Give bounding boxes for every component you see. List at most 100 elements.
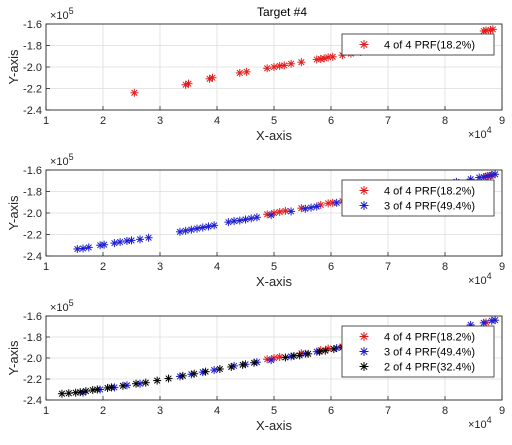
- marker-stroke: [239, 361, 246, 368]
- marker-stroke: [132, 380, 140, 387]
- legend-marker: [359, 332, 369, 341]
- marker-stroke: [330, 345, 338, 353]
- marker-stroke: [360, 362, 368, 371]
- legend-marker: [359, 362, 369, 371]
- data-point: [64, 389, 73, 398]
- marker-stroke: [188, 226, 195, 233]
- data-point: [210, 366, 219, 375]
- data-point: [482, 26, 491, 35]
- data-point: [73, 245, 82, 254]
- x-tick-label: 3: [157, 115, 163, 127]
- marker-stroke: [100, 241, 108, 248]
- marker-stroke: [225, 218, 232, 226]
- marker-stroke: [302, 205, 309, 212]
- chart-title: Target #4: [257, 5, 307, 19]
- marker-stroke: [480, 319, 487, 326]
- data-point: [287, 207, 296, 216]
- marker-stroke: [165, 375, 172, 382]
- legend-marker: [359, 40, 369, 49]
- data-point: [127, 236, 136, 245]
- legend: 4 of 4 PRF(18.2%): [341, 33, 495, 56]
- x-tick-label: 4: [214, 261, 220, 273]
- marker-stroke: [492, 317, 499, 324]
- marker-stroke: [253, 214, 261, 221]
- marker-stroke: [85, 244, 92, 251]
- data-point: [281, 353, 290, 362]
- x-tick-label: 7: [385, 405, 391, 417]
- marker-stroke: [236, 69, 243, 77]
- marker-stroke: [298, 59, 305, 66]
- data-point: [144, 233, 153, 242]
- data-point: [116, 238, 125, 247]
- subplot-3: 1 2 3 4 5 6 7 8 9 -1.6 -1.8 -2.0 -2.2 -2.4 ×105 ×104 X-a…: [6, 298, 505, 433]
- data-point: [136, 235, 145, 244]
- marker-stroke: [228, 363, 235, 371]
- data-point: [178, 371, 187, 380]
- marker-stroke: [193, 225, 201, 232]
- legend-label: 3 of 4 PRF(49.4%): [384, 201, 475, 213]
- data-point: [487, 316, 496, 325]
- y-axis-label: Y-axis: [6, 340, 21, 375]
- data-point: [289, 351, 298, 360]
- data-point: [252, 213, 261, 222]
- marker-stroke: [248, 215, 255, 222]
- data-point: [304, 349, 313, 358]
- series-blue: [73, 170, 500, 254]
- data-point: [208, 73, 217, 82]
- data-point: [488, 25, 497, 34]
- y-tick-label: -2.0: [23, 62, 42, 74]
- marker-stroke: [202, 368, 209, 375]
- x-tick-label: 3: [157, 261, 163, 273]
- data-point: [332, 198, 341, 207]
- marker-stroke: [142, 379, 149, 386]
- marker-stroke: [360, 332, 368, 341]
- marker-stroke: [108, 384, 115, 391]
- data-point: [201, 367, 210, 376]
- data-point: [483, 171, 492, 180]
- marker-stroke: [290, 352, 298, 360]
- marker-stroke: [72, 389, 79, 396]
- data-point: [250, 358, 259, 367]
- data-point: [198, 223, 207, 232]
- marker-stroke: [360, 40, 368, 49]
- data-point: [84, 243, 93, 252]
- marker-stroke: [250, 359, 258, 366]
- data-point: [81, 387, 90, 396]
- marker-stroke: [307, 204, 315, 211]
- data-point: [100, 240, 109, 249]
- data-point: [295, 351, 304, 360]
- marker-stroke: [276, 353, 283, 361]
- y-exponent-label: ×105: [50, 298, 74, 314]
- marker-stroke: [281, 62, 288, 69]
- subplot-1: 1 2 3 4 5 6 7 8 9 -1.6 -1.8 -2.0 -2.2 -2.4 ×105 ×104 X-a…: [6, 5, 505, 143]
- data-point: [141, 378, 150, 387]
- data-point: [187, 225, 196, 234]
- marker-stroke: [324, 54, 332, 61]
- marker-stroke: [282, 207, 289, 215]
- data-point: [57, 389, 66, 398]
- y-tick-label: -1.8: [23, 41, 42, 53]
- legend-box: [341, 179, 495, 217]
- y-axis-label: Y-axis: [6, 195, 21, 230]
- legend: 4 of 4 PRF(18.2%) 3 of 4 PRF(49.4%): [341, 179, 495, 217]
- marker-stroke: [492, 171, 499, 178]
- marker-stroke: [77, 388, 84, 396]
- marker-stroke: [179, 372, 186, 380]
- data-point: [247, 214, 256, 223]
- x-tick-label: 1: [43, 405, 49, 417]
- marker-stroke: [276, 208, 283, 216]
- y-tick-label: -1.6: [23, 311, 42, 323]
- marker-stroke: [191, 370, 198, 377]
- data-point: [281, 206, 290, 215]
- x-tick-label: 3: [157, 405, 163, 417]
- data-point: [267, 356, 276, 365]
- x-tick-label: 2: [100, 405, 106, 417]
- data-point: [118, 381, 127, 390]
- x-tick-label: 9: [499, 115, 505, 127]
- data-point: [184, 79, 193, 88]
- data-point: [241, 215, 250, 224]
- y-tick-label: -2.4: [23, 395, 42, 407]
- x-tick-label: 9: [499, 405, 505, 417]
- data-point: [204, 222, 213, 231]
- marker-stroke: [205, 223, 212, 230]
